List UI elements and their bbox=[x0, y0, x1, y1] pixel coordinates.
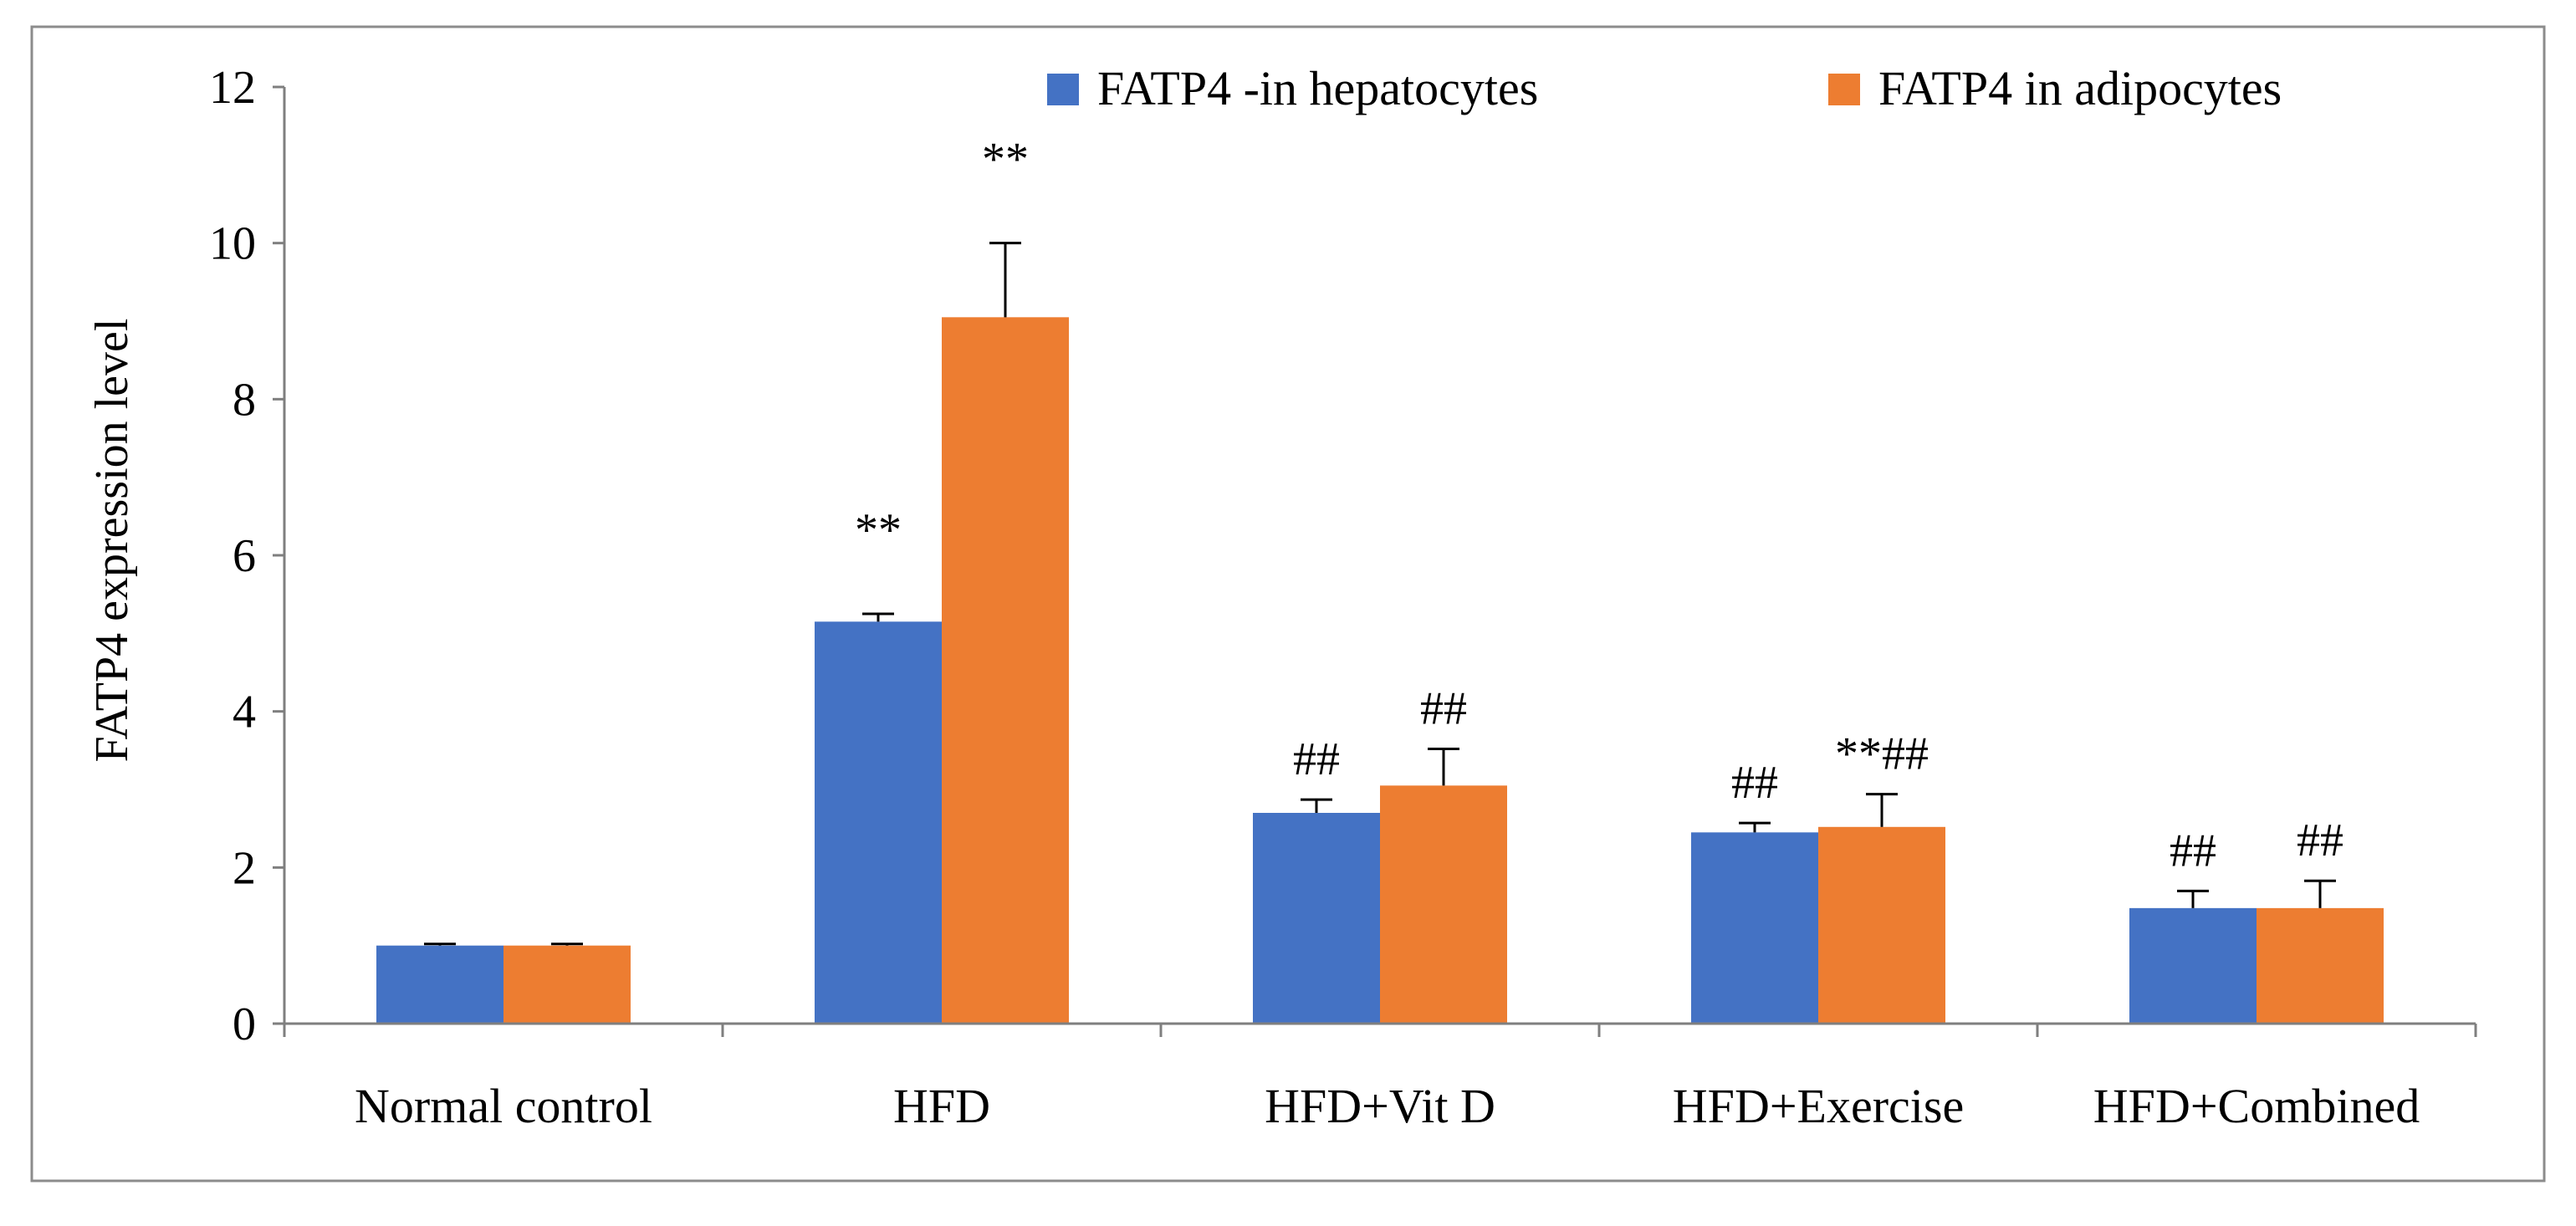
y-tick-label: 2 bbox=[233, 842, 256, 894]
significance-label: ## bbox=[1420, 682, 1467, 734]
y-tick-label: 0 bbox=[233, 999, 256, 1050]
significance-label: **## bbox=[1835, 728, 1929, 780]
bar-hepatocytes bbox=[1253, 813, 1380, 1024]
bar-adipocytes bbox=[503, 945, 631, 1024]
bar-adipocytes bbox=[1818, 826, 1945, 1024]
x-tick-label: HFD+Vit D bbox=[1265, 1079, 1495, 1133]
y-axis-title: FATP4 expression level bbox=[86, 319, 138, 763]
y-tick-label: 8 bbox=[233, 374, 256, 426]
bar-adipocytes bbox=[1380, 785, 1507, 1024]
significance-label: ** bbox=[982, 134, 1029, 186]
significance-label: ## bbox=[2297, 815, 2343, 866]
legend: FATP4 -in hepatocytes FATP4 in adipocyte… bbox=[1047, 61, 2282, 115]
significance-label: ** bbox=[855, 504, 902, 556]
bar-adipocytes bbox=[2257, 907, 2384, 1024]
bar-hepatocytes bbox=[2129, 907, 2257, 1024]
y-tick-label: 12 bbox=[209, 62, 256, 114]
y-tick-label: 4 bbox=[233, 687, 256, 738]
x-tick-label: Normal control bbox=[355, 1079, 652, 1133]
x-tick-label: HFD+Combined bbox=[2093, 1079, 2420, 1133]
legend-label-adipocytes: FATP4 in adipocytes bbox=[1878, 61, 2282, 115]
x-tick-label: HFD+Exercise bbox=[1673, 1079, 1964, 1133]
legend-swatch-hepatocytes bbox=[1047, 74, 1079, 105]
significance-label: ## bbox=[1293, 733, 1340, 785]
y-tick-label: 6 bbox=[233, 530, 256, 582]
y-tick-label: 10 bbox=[209, 218, 256, 270]
legend-swatch-adipocytes bbox=[1828, 74, 1860, 105]
significance-label: ## bbox=[1731, 757, 1778, 809]
bar-hepatocytes bbox=[376, 945, 503, 1024]
bar-hepatocytes bbox=[815, 621, 942, 1024]
legend-item-hepatocytes: FATP4 -in hepatocytes bbox=[1047, 61, 1538, 115]
bar-hepatocytes bbox=[1691, 832, 1818, 1024]
legend-label-hepatocytes: FATP4 -in hepatocytes bbox=[1097, 61, 1538, 115]
legend-item-adipocytes: FATP4 in adipocytes bbox=[1828, 61, 2282, 115]
bar-adipocytes bbox=[942, 317, 1069, 1024]
significance-label: ## bbox=[2170, 825, 2216, 876]
plot-area: 0 2 4 6 8 10 12 Normal control ** ** HFD ## ## HFD+Vi… bbox=[209, 62, 2477, 1133]
x-tick-label: HFD bbox=[893, 1079, 990, 1133]
